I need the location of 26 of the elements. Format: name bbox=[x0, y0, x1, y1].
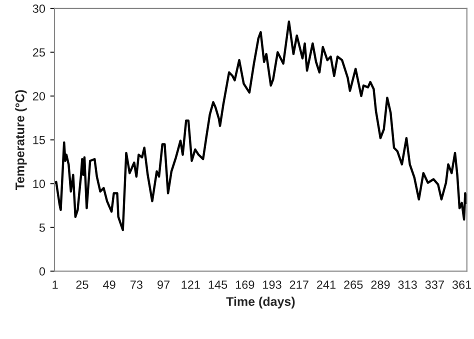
y-tick-label: 5 bbox=[39, 224, 45, 232]
x-tick-label: 1 bbox=[52, 280, 58, 289]
x-tick-label: 25 bbox=[76, 280, 88, 289]
x-tick-label: 121 bbox=[182, 280, 200, 289]
x-tick-label: 97 bbox=[158, 280, 170, 289]
y-tick-label: 25 bbox=[32, 48, 45, 57]
x-tick-label: 265 bbox=[344, 280, 363, 289]
x-tick-label: 361 bbox=[452, 280, 472, 289]
x-tick-label: 169 bbox=[236, 280, 254, 289]
y-tick-label: 30 bbox=[32, 4, 46, 13]
x-tick-label: 73 bbox=[130, 280, 142, 289]
x-tick-label: 313 bbox=[398, 280, 417, 289]
y-axis-title: Temperature (°C) bbox=[15, 90, 27, 190]
line-series bbox=[54, 20, 467, 232]
y-tick-label: 20 bbox=[32, 92, 46, 100]
y-tick-label: 15 bbox=[33, 136, 45, 144]
x-axis-title: Time (days) bbox=[226, 296, 295, 308]
x-tick-label: 337 bbox=[425, 280, 444, 289]
y-tick-label: 0 bbox=[39, 267, 46, 276]
x-tick-label: 49 bbox=[103, 280, 116, 289]
x-tick-label: 289 bbox=[371, 280, 390, 289]
x-tick-label: 145 bbox=[208, 280, 228, 289]
x-tick-label: 241 bbox=[316, 280, 336, 289]
x-tick-label: 217 bbox=[290, 280, 308, 289]
x-tick-label: 193 bbox=[263, 280, 282, 289]
y-tick-label: 10 bbox=[33, 180, 46, 188]
